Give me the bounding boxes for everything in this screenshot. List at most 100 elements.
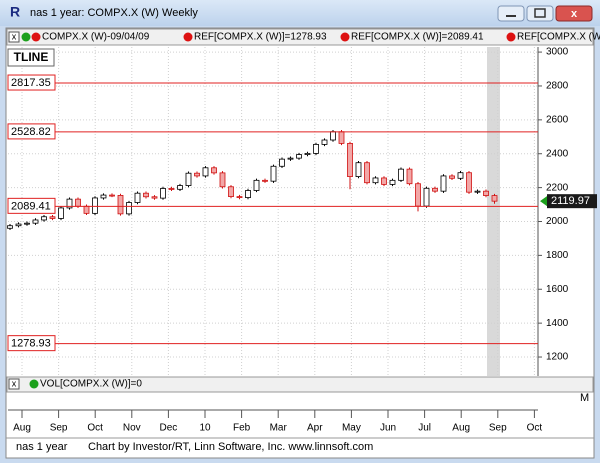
candle-body (474, 190, 481, 193)
minimize-button[interactable] (497, 5, 525, 22)
candle-body (440, 175, 447, 192)
candle-body (49, 216, 56, 219)
legend-dot (29, 379, 39, 389)
y-tick-label: 2800 (546, 81, 569, 92)
candle-body (92, 197, 98, 214)
close-pane-icon[interactable] (8, 31, 20, 43)
candle-body (109, 194, 115, 197)
candle-body (347, 142, 353, 178)
x-tick-label: Apr (307, 423, 323, 434)
y-tick-label: 3000 (546, 47, 569, 58)
candle-body (185, 172, 192, 186)
candle-body (313, 144, 319, 154)
price-arrow (540, 196, 547, 207)
volume-pane (6, 376, 594, 393)
candle-body (253, 179, 260, 191)
candle-body (262, 179, 268, 182)
candle-body (160, 188, 166, 199)
candle-body (117, 195, 124, 215)
candle-body (236, 196, 243, 199)
candle-body (194, 172, 200, 177)
legend-dot (183, 32, 193, 42)
candle-body (372, 177, 379, 184)
axis-marker: M (580, 392, 589, 404)
candle-body (177, 185, 183, 190)
candle-body (415, 183, 421, 207)
candle-body (32, 219, 39, 224)
tool-label: TLINE (14, 50, 49, 64)
candle-body (75, 198, 81, 207)
candle-body (151, 196, 158, 199)
legend-dot (21, 32, 31, 42)
candle-body (7, 225, 13, 229)
candle-body (211, 167, 217, 174)
ref-label-box (7, 74, 56, 91)
x-tick-label: Aug (452, 423, 470, 434)
x-tick-label: Aug (13, 423, 31, 434)
last-price-box (547, 194, 597, 209)
ref-label-box (7, 335, 56, 352)
ref-label: 2817.35 (11, 77, 51, 89)
y-tick-label: 2200 (546, 182, 569, 193)
y-tick-label: 1200 (546, 352, 569, 363)
candle-body (389, 179, 396, 185)
y-tick-label: 1800 (546, 250, 569, 261)
x-tick-label: 10 (199, 423, 211, 434)
legend-entry: COMPX.X (W)-09/04/09 (42, 32, 150, 43)
legend-dot (506, 32, 516, 42)
maximize-button[interactable] (526, 5, 554, 22)
candle-body (15, 223, 22, 227)
candle-body (483, 190, 489, 196)
legend-entry: REF[COMPX.X (W) (517, 32, 600, 43)
x-tick-label: Oct (87, 423, 103, 434)
svg-text:x: x (12, 31, 17, 41)
x-tick-label: May (342, 423, 361, 434)
footer-credit: Chart by Investor/RT, Linn Software, Inc… (88, 441, 373, 453)
candle-body (245, 190, 251, 199)
candle-body (58, 207, 64, 219)
candle-body (432, 187, 438, 192)
candle-body (143, 192, 149, 198)
close-button[interactable] (555, 5, 593, 22)
x-tick-label: Sep (489, 423, 507, 434)
candle-body (364, 162, 370, 184)
candle-body (41, 216, 47, 221)
candle-body (449, 175, 455, 179)
legend-dot (31, 32, 41, 42)
candle-body (457, 172, 464, 179)
candle-body (466, 172, 472, 193)
x-tick-label: Nov (123, 423, 141, 434)
candle-body (338, 131, 345, 144)
footer-symbol: nas 1 year (16, 441, 68, 453)
x-tick-label: Mar (270, 423, 288, 434)
candle-body (270, 165, 277, 182)
candle-body (83, 205, 90, 214)
highlight-column (487, 47, 500, 376)
last-price: 2119.97 (551, 195, 590, 207)
ref-label: 2089.41 (11, 200, 51, 212)
candle-body (24, 222, 30, 225)
y-tick-label: 2400 (546, 148, 569, 159)
candle-body (202, 167, 209, 177)
ref-label-box (7, 123, 56, 140)
close-pane-icon[interactable] (8, 378, 20, 390)
candle-body (279, 158, 285, 167)
candle-body (228, 186, 234, 197)
candle-body (100, 194, 107, 199)
candle-body (355, 162, 362, 178)
candle-body (406, 168, 413, 185)
candle-body (398, 168, 404, 181)
tool-label-box[interactable] (7, 48, 55, 67)
candle-body (219, 172, 226, 188)
y-tick-label: 2000 (546, 216, 569, 227)
candle-body (321, 139, 328, 145)
legend-entry: REF[COMPX.X (W)]=1278.93 (194, 32, 327, 43)
x-tick-label: Sep (50, 423, 68, 434)
candle-body (168, 188, 175, 190)
x-tick-label: Feb (233, 423, 251, 434)
candle-body (491, 195, 498, 202)
svg-text:x: x (12, 378, 17, 388)
app-icon: R (10, 4, 20, 20)
y-tick-label: 2600 (546, 114, 569, 125)
